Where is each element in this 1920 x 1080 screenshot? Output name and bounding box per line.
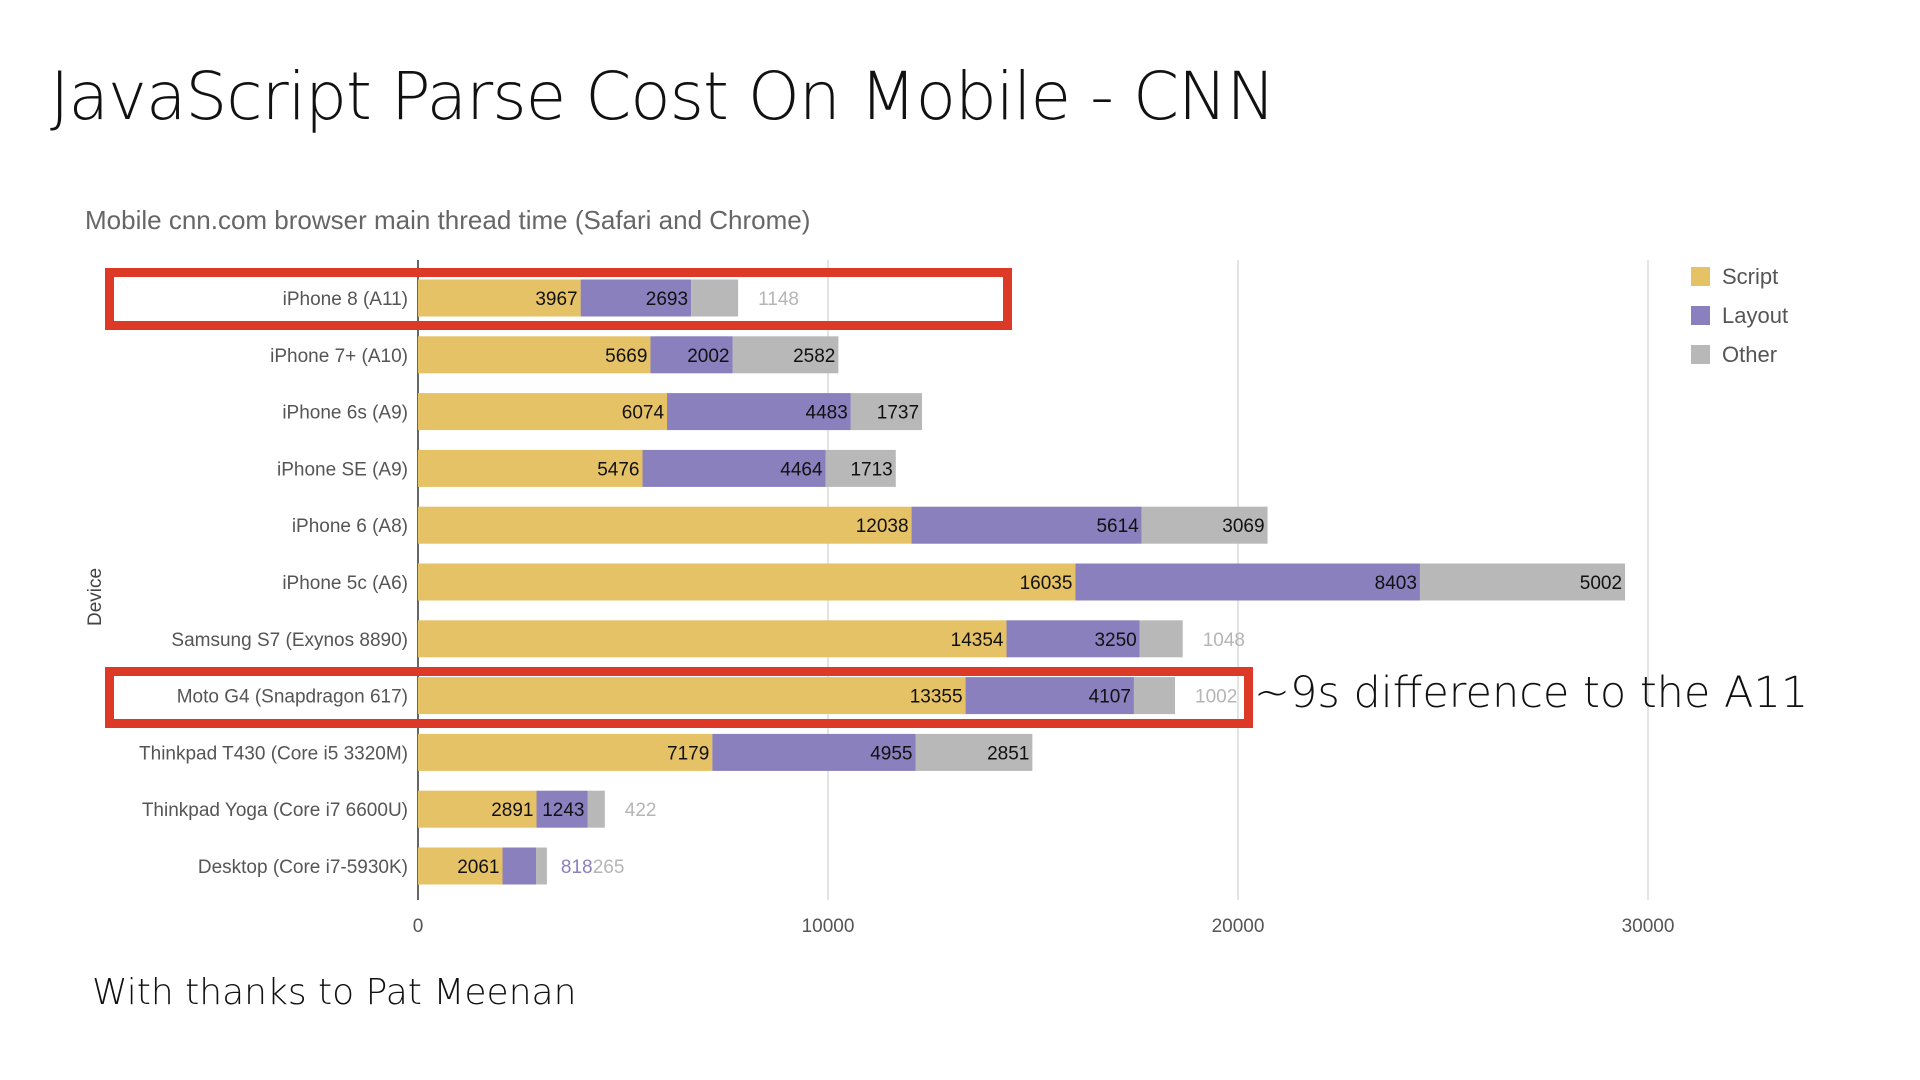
legend-item-script: Script	[1691, 257, 1788, 296]
bar-segment-script	[418, 620, 1007, 658]
x-tick-label: 0	[413, 916, 424, 937]
data-label: 2693	[646, 289, 688, 310]
chart-title: Mobile cnn.com browser main thread time …	[85, 205, 811, 235]
category-label: iPhone 6s (A9)	[282, 403, 408, 424]
y-axis-label: Device	[85, 568, 106, 626]
data-label: 3967	[535, 289, 577, 310]
data-label: 16035	[1020, 573, 1073, 594]
category-label: iPhone 8 (A11)	[283, 289, 408, 310]
bar-segment-layout	[712, 733, 916, 771]
bar-segment-script	[418, 449, 643, 487]
data-label: 1002	[1195, 687, 1237, 708]
category-label: Moto G4 (Snapdragon 617)	[177, 687, 408, 708]
data-label: 1713	[850, 459, 892, 480]
bar-segment-other	[536, 847, 547, 885]
data-label: 4955	[870, 743, 912, 764]
legend-item-other: Other	[1691, 335, 1788, 374]
data-label: 1737	[877, 403, 919, 424]
data-label: 2891	[491, 800, 533, 821]
data-label: 2002	[687, 346, 729, 367]
bar-segment-script	[418, 563, 1076, 601]
x-tick-label: 30000	[1622, 916, 1675, 937]
data-label: 2851	[987, 743, 1029, 764]
data-label: 6074	[622, 403, 665, 424]
bar-segment-layout	[536, 790, 588, 828]
bar-segment-layout	[1006, 620, 1140, 658]
data-label: 5614	[1096, 516, 1139, 537]
bar-segment-layout	[580, 279, 692, 317]
data-label: 7179	[667, 743, 709, 764]
data-label: 5669	[605, 346, 647, 367]
category-label: iPhone 6 (A8)	[292, 516, 408, 537]
bar-segment-other	[1141, 506, 1268, 544]
bar-segment-script	[418, 506, 912, 544]
category-label: Thinkpad Yoga (Core i7 6600U)	[142, 800, 408, 821]
legend-label: Other	[1722, 341, 1778, 367]
legend: Script Layout Other	[1691, 257, 1788, 374]
highlight-box-moto-g4	[105, 667, 1253, 728]
bar-segment-layout	[650, 336, 733, 374]
bar-segment-script	[418, 336, 651, 374]
x-tick-label: 10000	[802, 916, 855, 937]
category-label: iPhone SE (A9)	[277, 459, 408, 480]
x-tick-label: 20000	[1212, 916, 1265, 937]
data-label: 3069	[1222, 516, 1264, 537]
legend-swatch	[1691, 267, 1710, 286]
data-label: 818	[561, 857, 593, 878]
bar-segment-other	[850, 393, 923, 431]
data-label: 4483	[806, 403, 848, 424]
category-label: Thinkpad T430 (Core i5 3320M)	[139, 743, 408, 764]
bar-segment-layout	[965, 677, 1134, 715]
data-label: 1148	[758, 289, 799, 310]
bar-segment-script	[418, 847, 503, 885]
data-label: 2061	[457, 857, 499, 878]
bar-segment-other	[1133, 677, 1176, 715]
footer-credit: With thanks to Pat Meenan	[92, 972, 577, 1013]
legend-swatch	[1691, 306, 1710, 325]
legend-swatch	[1691, 345, 1710, 364]
slide-title: JavaScript Parse Cost On Mobile - CNN	[50, 58, 1276, 135]
bar-segment-layout	[911, 506, 1142, 544]
data-label: 2582	[793, 346, 835, 367]
bar-segment-script	[418, 790, 537, 828]
bar-segment-other	[825, 449, 896, 487]
bar-segment-script	[418, 279, 581, 317]
data-label: 422	[625, 800, 657, 821]
bar-segment-layout	[642, 449, 826, 487]
bar-segment-other	[915, 733, 1033, 771]
bar-segment-other	[691, 279, 739, 317]
bar-segment-script	[418, 733, 713, 771]
data-label: 1048	[1203, 630, 1245, 651]
data-label: 13355	[910, 687, 963, 708]
annotation-text: ~9s difference to the A11	[1254, 668, 1809, 718]
bar-segment-layout	[667, 393, 851, 431]
data-label: 265	[593, 857, 625, 878]
bar-segment-script	[418, 677, 966, 715]
data-label: 8403	[1375, 573, 1417, 594]
data-label: 14354	[951, 630, 1004, 651]
category-label: iPhone 5c (A6)	[282, 573, 408, 594]
data-label: 4464	[780, 459, 823, 480]
data-label: 1243	[542, 800, 584, 821]
bar-segment-other	[587, 790, 605, 828]
bar-segment-layout	[502, 847, 537, 885]
category-label: iPhone 7+ (A10)	[270, 346, 408, 367]
data-label: 4107	[1089, 687, 1131, 708]
data-label: 5476	[597, 459, 639, 480]
bar-segment-layout	[1075, 563, 1420, 601]
legend-label: Layout	[1722, 302, 1789, 328]
bar-segment-other	[1139, 620, 1183, 658]
highlight-box-iphone8	[105, 268, 1012, 330]
data-label: 5002	[1580, 573, 1622, 594]
legend-item-layout: Layout	[1691, 296, 1788, 335]
legend-label: Script	[1722, 263, 1779, 289]
bar-segment-script	[418, 393, 668, 431]
data-label: 3250	[1094, 630, 1136, 651]
category-label: Desktop (Core i7-5930K)	[198, 857, 408, 878]
bar-segment-other	[732, 336, 839, 374]
category-label: Samsung S7 (Exynos 8890)	[171, 630, 408, 651]
bar-segment-other	[1419, 563, 1626, 601]
data-label: 12038	[856, 516, 909, 537]
